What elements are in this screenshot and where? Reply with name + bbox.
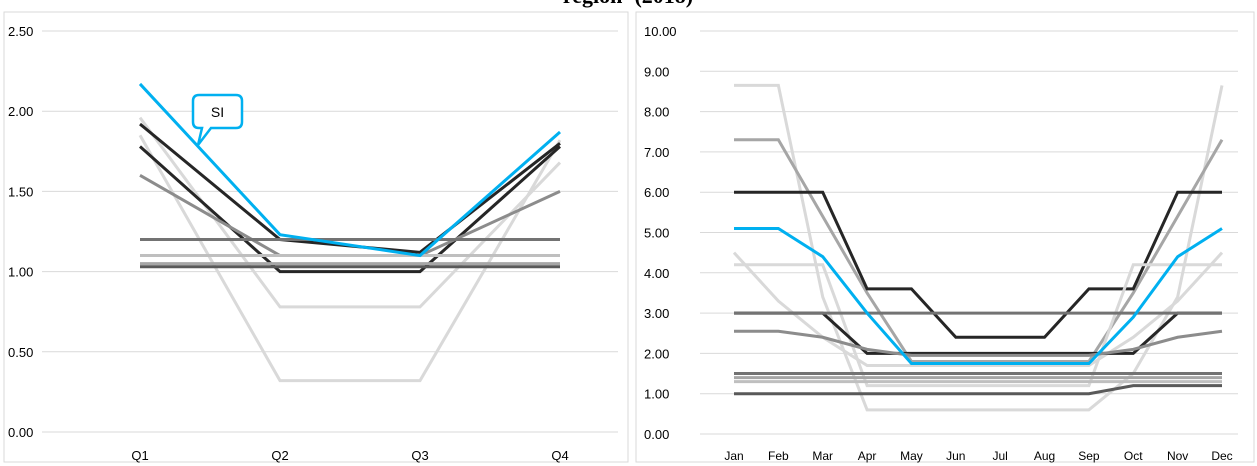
y-tick-label: 1.50 bbox=[8, 184, 33, 199]
x-tick-label: Oct bbox=[1124, 449, 1143, 463]
figure-title-fragment: region¹ (2018) bbox=[563, 0, 693, 8]
x-tick-label: Jan bbox=[724, 449, 743, 463]
y-tick-label: 0.50 bbox=[8, 345, 33, 360]
y-tick-label: 10.00 bbox=[644, 24, 677, 39]
y-tick-label: 4.00 bbox=[644, 266, 669, 281]
y-tick-label: 5.00 bbox=[644, 226, 669, 241]
series-line bbox=[734, 384, 1222, 396]
y-tick-label: 0.00 bbox=[8, 425, 33, 440]
y-tick-label: 3.00 bbox=[644, 306, 669, 321]
x-tick-label: Jul bbox=[993, 449, 1008, 463]
x-tick-label: Apr bbox=[858, 449, 877, 463]
series-line bbox=[734, 263, 1222, 388]
series-line bbox=[734, 329, 1223, 357]
series-line bbox=[734, 83, 1224, 412]
series-line bbox=[734, 138, 1224, 363]
x-tick-label: Aug bbox=[1034, 449, 1055, 463]
series-line bbox=[734, 190, 1222, 339]
y-tick-label: 2.00 bbox=[644, 346, 669, 361]
y-tick-label: 1.00 bbox=[8, 265, 33, 280]
x-tick-label: Q1 bbox=[131, 448, 148, 463]
y-tick-label: 1.00 bbox=[644, 387, 669, 402]
chart-1: 0.00 0.50 1.00 1.50 2.00 2.50 Q1 Q2 Q3 Q4 SI bbox=[8, 24, 618, 463]
si-callout-label: SI bbox=[211, 104, 224, 120]
x-tick-label: Q2 bbox=[271, 448, 288, 463]
y-tick-label: 2.50 bbox=[8, 24, 33, 39]
y-tick-label: 2.00 bbox=[8, 104, 33, 119]
series-line bbox=[732, 251, 1224, 367]
series-line bbox=[138, 116, 562, 309]
si-callout-bubble bbox=[191, 93, 244, 146]
y-tick-label: 6.00 bbox=[644, 185, 669, 200]
x-tick-label: Feb bbox=[768, 449, 789, 463]
series-line-si bbox=[734, 226, 1223, 365]
x-tick-label: Mar bbox=[812, 449, 833, 463]
series-line-si bbox=[138, 82, 561, 258]
y-tick-label: 8.00 bbox=[644, 105, 669, 120]
chart-2: 0.00 1.00 2.00 3.00 4.00 5.00 6.00 7.00 8.00 9.00… bbox=[644, 24, 1238, 463]
x-tick-label: Q4 bbox=[551, 448, 568, 463]
x-tick-label: Jun bbox=[946, 449, 965, 463]
x-tick-label: Q3 bbox=[411, 448, 428, 463]
x-tick-label: May bbox=[900, 449, 923, 463]
y-tick-label: 0.00 bbox=[644, 427, 669, 442]
series-line bbox=[139, 145, 561, 274]
x-tick-label: Dec bbox=[1211, 449, 1232, 463]
y-tick-label: 9.00 bbox=[644, 64, 669, 79]
x-tick-label: Nov bbox=[1167, 449, 1188, 463]
y-tick-label: 7.00 bbox=[644, 145, 669, 160]
chart-1-frame bbox=[3, 11, 629, 463]
series-line bbox=[138, 134, 562, 383]
x-tick-label: Sep bbox=[1078, 449, 1100, 463]
